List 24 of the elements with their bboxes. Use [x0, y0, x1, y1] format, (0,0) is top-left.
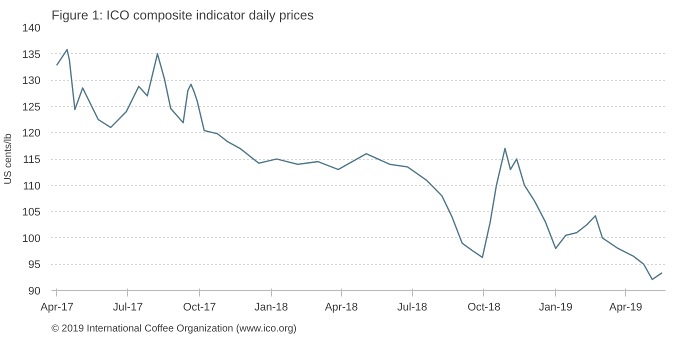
x-tick-label: Jul-17: [112, 302, 143, 314]
line-series: [56, 48, 662, 280]
x-tick-label: Jan-18: [254, 302, 288, 314]
y-axis-title: US cents/lb: [3, 132, 14, 185]
x-tick-label: Apr-19: [609, 302, 642, 314]
y-tick-label: 140: [22, 22, 41, 34]
y-tick-label: 105: [22, 206, 41, 219]
x-tick-label: Jul-18: [397, 302, 428, 314]
y-tick-label: 120: [22, 128, 41, 140]
x-tick-label: Oct-17: [183, 302, 216, 314]
x-tick-label: Oct-18: [467, 302, 500, 314]
x-tick-label: Jan-19: [538, 302, 572, 314]
text: © 2019 International Coffee Organization (www.ico.org): [52, 324, 297, 334]
x-tick-label: Apr-17: [40, 302, 74, 314]
y-tick-label: 115: [22, 154, 41, 166]
y-tick-label: 90: [28, 286, 41, 298]
y-tick-label: 125: [22, 101, 41, 114]
y-tick-label: 135: [22, 48, 41, 61]
y-tick-label: 100: [22, 232, 41, 245]
chart-title: Figure 1: ICO composite indicator daily prices: [52, 8, 314, 22]
y-tick-label: 95: [28, 259, 41, 272]
x-tick-label: Apr-18: [324, 302, 358, 314]
y-tick-label: 130: [22, 75, 41, 88]
y-tick-label: 110: [22, 180, 41, 192]
